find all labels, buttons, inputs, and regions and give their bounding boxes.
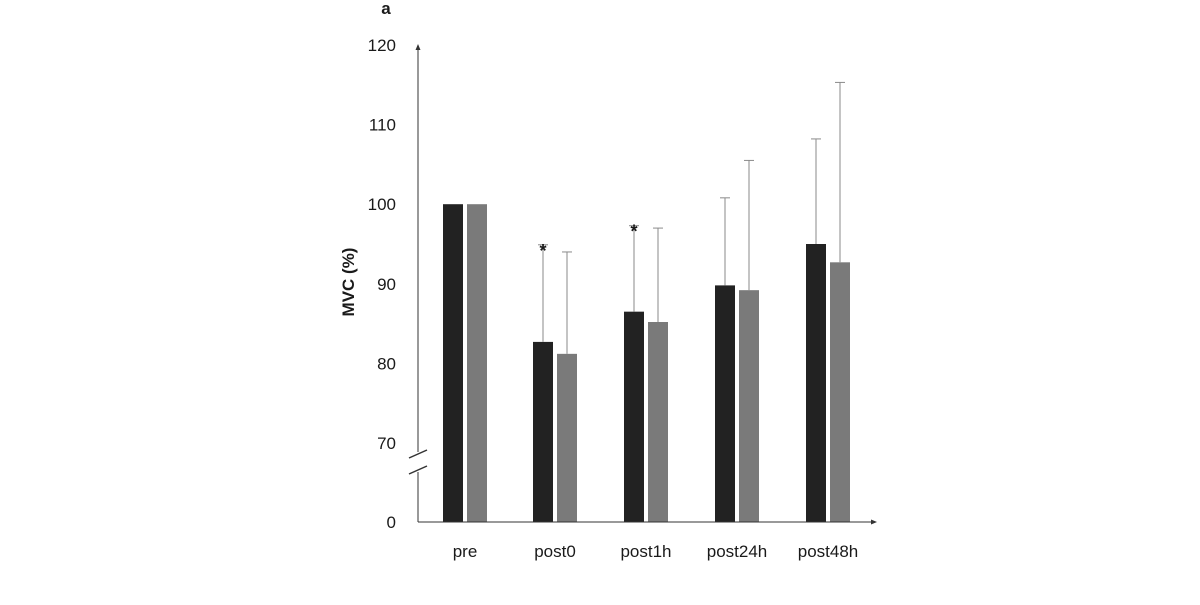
y-tick-label: 0 (387, 513, 396, 532)
y-tick-label: 70 (377, 434, 396, 453)
x-tick-label: post48h (798, 542, 859, 561)
x-tick-label: pre (453, 542, 478, 561)
bar (830, 262, 850, 522)
significance-markers: ** (539, 222, 637, 261)
bar (557, 353, 577, 522)
axis-break-mark (408, 449, 428, 459)
bar (624, 311, 644, 522)
y-tick-label: 120 (368, 36, 396, 55)
x-tick-labels: pre post0 post1h post24h post48h (453, 542, 859, 561)
bar (648, 322, 668, 522)
y-tick-label: 80 (377, 354, 396, 373)
y-tick-label: 100 (368, 195, 396, 214)
y-tick-labels: 0 70 80 90 100 110 120 (368, 36, 396, 532)
significance-marker: * (539, 241, 546, 261)
x-tick-label: post0 (534, 542, 576, 561)
bar (715, 285, 735, 522)
bar (467, 204, 487, 522)
y-axis-label: MVC (%) (339, 248, 358, 317)
y-tick-label: 110 (369, 116, 396, 135)
significance-marker: * (630, 222, 637, 242)
axis-break-mark (408, 465, 428, 475)
error-bars-layer (538, 81, 845, 354)
y-axis-arrowhead (415, 44, 421, 50)
x-axis-arrowhead (871, 519, 877, 525)
axes-layer (408, 44, 877, 525)
bar (533, 341, 553, 522)
x-tick-label: post1h (620, 542, 671, 561)
panel-label: a (381, 0, 391, 18)
bar (443, 204, 463, 522)
x-tick-label: post24h (707, 542, 768, 561)
bar (739, 290, 759, 522)
bar (806, 244, 826, 522)
y-tick-label: 90 (377, 275, 396, 294)
bars-layer (443, 204, 850, 522)
